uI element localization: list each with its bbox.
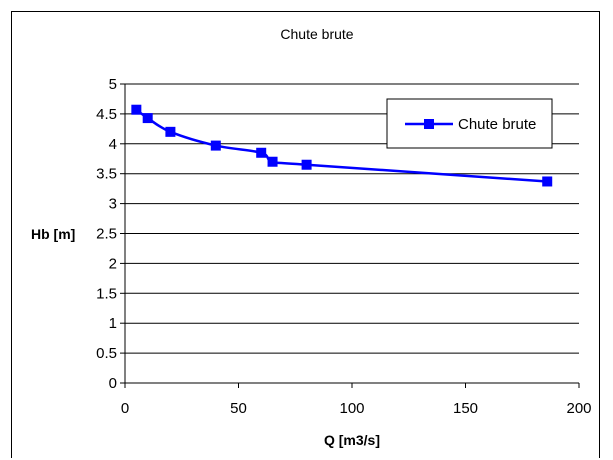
data-point-marker xyxy=(142,113,153,124)
y-tick-label: 3.5 xyxy=(96,166,117,183)
y-tick-label: 4 xyxy=(109,136,117,153)
y-tick-label: 1.5 xyxy=(96,285,117,302)
legend-label: Chute brute xyxy=(458,116,536,133)
line-chart: Chute brute 0 0.5 1 1.5 2 2.5 3 3.5 4 4.5 5 0 50 100… xyxy=(31,26,592,448)
y-tick-label: 0.5 xyxy=(96,345,117,362)
y-tick-label: 0 xyxy=(109,375,117,392)
legend: Chute brute xyxy=(386,98,553,149)
x-tick-labels: 0 50 100 150 200 xyxy=(121,400,592,417)
x-tick-label: 150 xyxy=(453,400,478,417)
gridlines xyxy=(125,83,579,354)
y-tick-label: 2.5 xyxy=(96,226,117,243)
data-point-marker xyxy=(165,126,176,137)
y-axis-title: Hb [m] xyxy=(31,226,75,242)
y-tick-label: 5 xyxy=(109,76,117,93)
x-tick-label: 50 xyxy=(230,400,247,417)
data-point-marker xyxy=(301,159,312,170)
y-tick-label: 3 xyxy=(109,196,117,213)
series-layer xyxy=(131,104,553,187)
x-axis-title: Q [m3/s] xyxy=(324,432,380,448)
data-point-marker xyxy=(131,104,142,115)
data-point-marker xyxy=(542,176,553,187)
data-point-marker xyxy=(210,140,221,151)
x-tick-label: 0 xyxy=(121,400,129,417)
chart-frame: Chute brute 0 0.5 1 1.5 2 2.5 3 3.5 4 4.5 5 0 50 100… xyxy=(11,11,600,458)
y-tick-label: 2 xyxy=(109,255,117,272)
chart-title: Chute brute xyxy=(280,26,353,42)
y-tick-label: 4.5 xyxy=(96,106,117,123)
legend-marker xyxy=(424,119,434,129)
axes xyxy=(120,83,580,388)
y-tick-label: 1 xyxy=(109,315,117,332)
data-point-marker xyxy=(256,147,267,158)
y-tick-labels: 0 0.5 1 1.5 2 2.5 3 3.5 4 4.5 5 xyxy=(96,76,117,392)
x-tick-label: 100 xyxy=(339,400,364,417)
x-tick-label: 200 xyxy=(566,400,591,417)
data-point-marker xyxy=(267,156,278,167)
